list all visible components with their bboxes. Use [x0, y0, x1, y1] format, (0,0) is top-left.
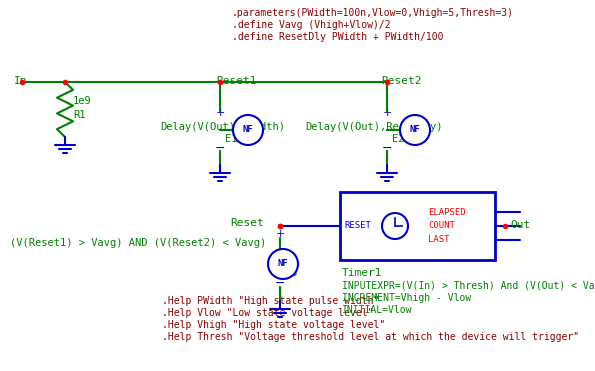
Text: INCREMENT=Vhigh - Vlow: INCREMENT=Vhigh - Vlow	[342, 293, 471, 303]
Text: INITIAL=Vlow: INITIAL=Vlow	[342, 305, 412, 315]
Text: E3: E3	[285, 268, 298, 278]
Text: NF: NF	[278, 259, 289, 269]
Text: (V(Reset1) > Vavg) AND (V(Reset2) < Vavg): (V(Reset1) > Vavg) AND (V(Reset2) < Vavg…	[10, 238, 266, 248]
Text: ELAPSED: ELAPSED	[428, 208, 466, 217]
Text: .define Vavg (Vhigh+Vlow)/2: .define Vavg (Vhigh+Vlow)/2	[232, 20, 391, 30]
Text: .Help PWidth "High state pulse width": .Help PWidth "High state pulse width"	[162, 296, 380, 306]
Text: COUNT: COUNT	[428, 221, 455, 230]
Text: E1: E1	[225, 134, 237, 144]
Text: +: +	[275, 229, 284, 239]
Circle shape	[268, 249, 298, 279]
Text: .define ResetDly PWidth + PWidth/100: .define ResetDly PWidth + PWidth/100	[232, 32, 443, 42]
Text: E2: E2	[392, 134, 405, 144]
Text: LAST: LAST	[428, 235, 449, 244]
Circle shape	[233, 115, 263, 145]
Text: NF: NF	[243, 125, 253, 135]
Text: 1e9: 1e9	[73, 96, 92, 106]
Text: Out: Out	[510, 220, 530, 230]
Text: −: −	[215, 141, 226, 154]
Text: −: −	[275, 276, 285, 289]
Circle shape	[400, 115, 430, 145]
Text: Reset1: Reset1	[216, 76, 256, 86]
Text: Timer1: Timer1	[342, 268, 383, 278]
Circle shape	[382, 213, 408, 239]
Text: INPUTEXPR=(V(In) > Thresh) And (V(Out) < Vavg): INPUTEXPR=(V(In) > Thresh) And (V(Out) <…	[342, 281, 595, 291]
Text: .Help Thresh "Voltage threshold level at which the device will trigger": .Help Thresh "Voltage threshold level at…	[162, 332, 579, 342]
Text: NF: NF	[409, 125, 421, 135]
Text: Delay(V(Out),PWidth): Delay(V(Out),PWidth)	[160, 122, 285, 132]
Text: Delay(V(Out),ResetDly): Delay(V(Out),ResetDly)	[305, 122, 443, 132]
Text: +: +	[215, 108, 225, 118]
Text: RESET: RESET	[344, 221, 371, 230]
Text: −: −	[382, 141, 392, 154]
Text: .Help Vlow "Low state voltage level": .Help Vlow "Low state voltage level"	[162, 308, 374, 318]
Bar	[340, 192, 495, 260]
Text: .parameters(PWidth=100n,Vlow=0,Vhigh=5,Thresh=3): .parameters(PWidth=100n,Vlow=0,Vhigh=5,T…	[232, 8, 514, 18]
Text: Reset: Reset	[230, 218, 264, 228]
Text: R1: R1	[73, 110, 86, 120]
Text: Reset2: Reset2	[381, 76, 421, 86]
Text: .Help Vhigh "High state voltage level": .Help Vhigh "High state voltage level"	[162, 320, 385, 330]
Text: In: In	[14, 76, 27, 86]
Text: +: +	[383, 108, 392, 118]
